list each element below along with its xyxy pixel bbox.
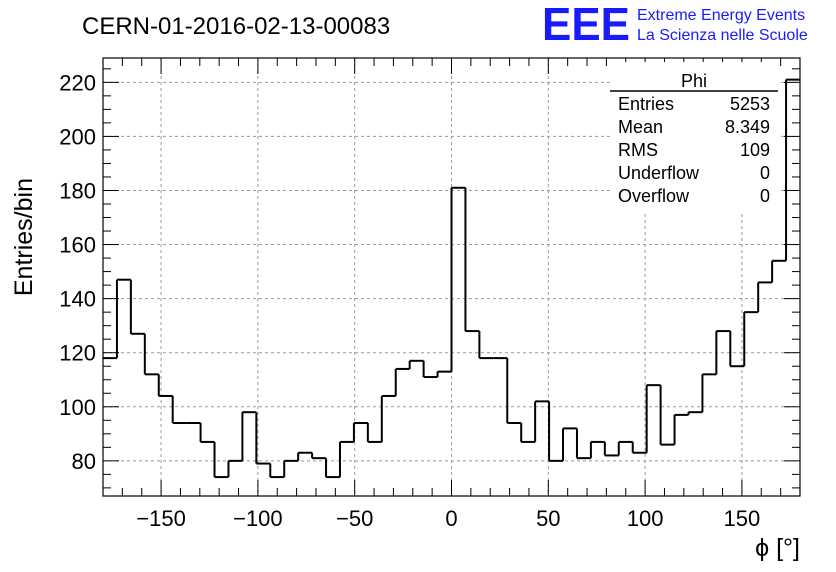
histogram-bars — [103, 78, 800, 479]
eee-logo-mark: EEE — [542, 0, 630, 50]
stats-row-label: RMS — [618, 140, 658, 160]
y-tick-label: 80 — [72, 449, 96, 474]
stats-row-value: 0 — [760, 186, 770, 206]
stats-rows: Entries 5253 Mean 8.349 RMS 109 Underflow 0 Over… — [618, 94, 770, 206]
y-tick-label: 220 — [59, 70, 96, 95]
stats-row-label: Overflow — [618, 186, 690, 206]
y-tick-label: 140 — [59, 287, 96, 312]
y-tick-label: 180 — [59, 178, 96, 203]
stats-row-label: Entries — [618, 94, 674, 114]
y-axis-title: Entries/bin — [10, 178, 38, 296]
x-tick-label: −100 — [233, 506, 283, 531]
chart-title: CERN-01-2016-02-13-00083 — [82, 13, 390, 40]
stats-row-label: Underflow — [618, 163, 700, 183]
x-tick-label: 50 — [536, 506, 560, 531]
x-tick-label: −150 — [136, 506, 186, 531]
stats-row-label: Mean — [618, 117, 663, 137]
stats-row-value: 0 — [760, 163, 770, 183]
x-tick-label: 100 — [627, 506, 664, 531]
stats-row-value: 8.349 — [725, 117, 770, 137]
logo-line-2: La Scienza nelle Scuole — [637, 27, 808, 44]
stats-box: Phi Entries 5253 Mean 8.349 RMS 109 Underflow 0… — [610, 62, 780, 212]
y-tick-label: 200 — [59, 124, 96, 149]
x-tick-label: 150 — [724, 506, 761, 531]
stats-row-value: 5253 — [730, 94, 770, 114]
x-axis-title: ϕ [°] — [755, 534, 800, 562]
y-tick-label: 120 — [59, 341, 96, 366]
axis-ticks — [103, 58, 800, 496]
stats-box-background — [610, 62, 780, 212]
x-tick-labels: −150 −100 −50 0 50 100 150 — [136, 506, 760, 531]
x-tick-label: −50 — [336, 506, 373, 531]
x-tick-label: 0 — [445, 506, 457, 531]
stats-title: Phi — [681, 71, 707, 91]
logo-line-1: Extreme Energy Events — [637, 7, 805, 24]
stats-row-value: 109 — [740, 140, 770, 160]
y-tick-label: 100 — [59, 395, 96, 420]
y-tick-labels: 80 100 120 140 160 180 200 220 — [59, 70, 96, 474]
eee-logo: EEE Extreme Energy Events La Scienza nel… — [542, 0, 808, 50]
y-tick-label: 160 — [59, 233, 96, 258]
